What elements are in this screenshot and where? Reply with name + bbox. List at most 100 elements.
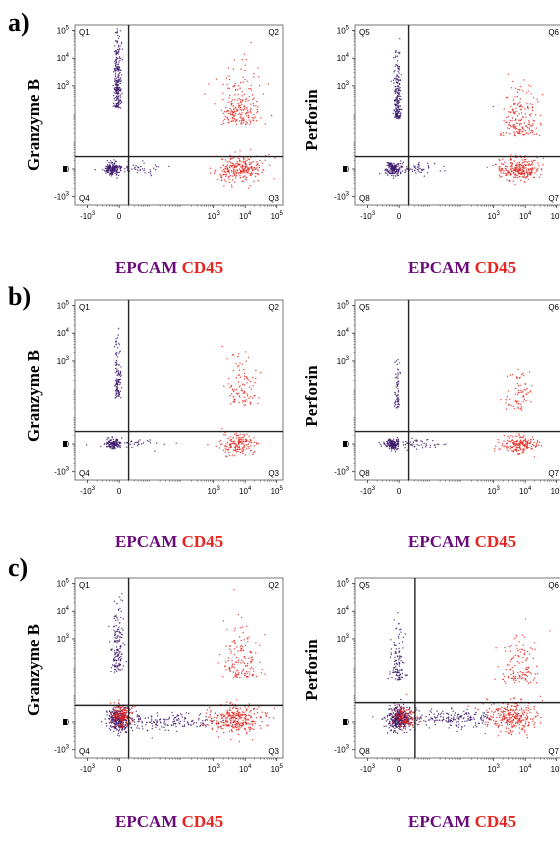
data-point-cd45 (116, 709, 119, 712)
data-point-cd45 (513, 169, 515, 171)
data-point-epcam (389, 725, 391, 727)
data-point-cd45 (252, 673, 254, 676)
data-point-epcam (434, 446, 437, 448)
data-point-cd45 (243, 446, 245, 448)
data-point-cd45 (123, 712, 125, 714)
data-point-cd45 (249, 441, 251, 443)
data-point-cd45 (501, 169, 503, 172)
data-point-cd45 (248, 435, 250, 437)
data-point-cd45 (241, 363, 243, 365)
plot-frame (354, 24, 560, 206)
data-point-cd45 (242, 649, 245, 652)
data-point-cd45 (538, 165, 540, 167)
data-point-cd45 (236, 162, 238, 165)
data-point-cd45 (228, 169, 230, 171)
data-point-cd45 (266, 712, 269, 714)
data-point-epcam (389, 168, 391, 170)
data-point-epcam (115, 77, 117, 80)
data-point-cd45 (221, 170, 223, 172)
data-point-epcam (124, 442, 126, 444)
data-point-epcam (395, 104, 397, 106)
data-point-cd45 (232, 707, 234, 709)
data-point-cd45 (499, 160, 501, 162)
data-point-epcam (398, 728, 400, 730)
data-point-cd45 (530, 391, 532, 393)
data-point-epcam (399, 79, 402, 82)
data-point-cd45 (225, 669, 227, 671)
data-point-cd45 (261, 711, 263, 713)
data-point-cd45 (239, 436, 241, 439)
data-point-cd45 (223, 179, 226, 181)
data-point-cd45 (515, 435, 517, 437)
data-point-cd45 (243, 674, 246, 677)
data-point-epcam (112, 102, 115, 105)
data-point-cd45 (220, 725, 222, 728)
data-point-epcam (396, 436, 399, 439)
scatter-points (94, 28, 276, 189)
data-point-cd45 (132, 719, 134, 721)
data-point-cd45 (120, 724, 122, 726)
data-point-cd45 (233, 715, 235, 718)
data-point-cd45 (507, 171, 509, 174)
data-point-epcam (118, 669, 120, 671)
data-point-epcam (119, 731, 122, 733)
data-point-epcam (146, 729, 149, 732)
data-point-cd45 (230, 440, 233, 443)
data-point-cd45 (229, 113, 232, 116)
data-point-cd45 (239, 87, 241, 89)
data-point-epcam (429, 446, 431, 449)
data-point-cd45 (245, 721, 247, 723)
data-point-epcam (205, 726, 207, 728)
data-point-cd45 (539, 122, 542, 125)
data-point-epcam (120, 397, 122, 399)
y-tick-label: 103 (57, 634, 70, 644)
data-point-epcam (114, 633, 117, 636)
data-point-cd45 (264, 159, 266, 161)
data-point-epcam (116, 93, 119, 95)
data-point-cd45 (533, 176, 536, 179)
data-point-cd45 (231, 99, 234, 101)
data-point-cd45 (222, 620, 225, 622)
data-point-epcam (118, 444, 120, 447)
data-point-cd45 (121, 724, 124, 726)
data-point-cd45 (258, 397, 260, 399)
data-point-cd45 (255, 369, 257, 372)
data-point-cd45 (249, 728, 252, 731)
data-point-epcam (444, 170, 446, 172)
data-point-cd45 (240, 724, 242, 726)
data-point-epcam (163, 720, 166, 722)
data-point-epcam (121, 728, 123, 731)
data-point-cd45 (227, 176, 230, 178)
data-point-epcam (205, 715, 207, 718)
quadrant-label-q7: Q7 (548, 194, 559, 203)
data-point-epcam (120, 645, 122, 647)
data-point-epcam (120, 655, 122, 658)
data-point-epcam (131, 717, 133, 719)
data-point-cd45 (237, 374, 239, 376)
data-point-epcam (395, 76, 397, 78)
data-point-epcam (110, 670, 112, 673)
data-point-epcam (107, 166, 110, 168)
data-point-epcam (174, 717, 176, 719)
data-point-cd45 (236, 646, 238, 648)
data-point-epcam (402, 441, 404, 443)
data-point-epcam (106, 443, 109, 445)
data-point-cd45 (112, 711, 115, 713)
data-point-cd45 (244, 644, 247, 647)
data-point-cd45 (236, 710, 239, 712)
data-point-cd45 (227, 657, 230, 659)
data-point-cd45 (525, 393, 527, 395)
data-point-epcam (397, 374, 399, 376)
data-point-cd45 (273, 178, 275, 180)
data-point-cd45 (226, 167, 229, 170)
data-point-cd45 (247, 171, 250, 173)
data-point-epcam (174, 723, 177, 725)
data-point-cd45 (253, 72, 255, 75)
x-axis-label-cd45: CD45 (181, 812, 224, 831)
data-point-epcam (192, 723, 194, 725)
data-point-epcam (119, 636, 121, 638)
data-point-epcam (394, 171, 396, 174)
data-point-epcam (400, 98, 402, 101)
data-point-cd45 (523, 448, 525, 450)
data-point-epcam (183, 724, 186, 726)
